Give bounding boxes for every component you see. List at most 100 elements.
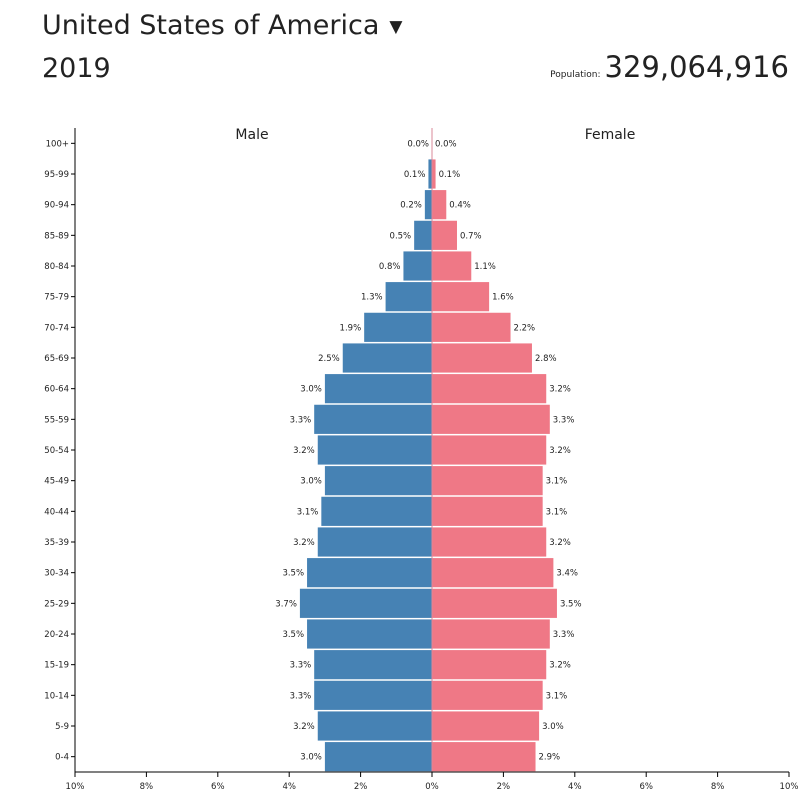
population-value: 329,064,916 <box>604 50 790 84</box>
female-value-label: 3.0% <box>542 722 564 732</box>
male-bar <box>324 374 432 404</box>
male-bar <box>321 496 432 526</box>
age-group-label: 85-89 <box>44 231 69 241</box>
female-bar <box>432 251 472 281</box>
male-bar <box>307 619 432 649</box>
male-bar <box>299 588 432 618</box>
male-bar <box>424 190 432 220</box>
age-group-label: 70-74 <box>44 323 69 333</box>
female-value-label: 3.1% <box>546 691 568 701</box>
male-bar <box>314 680 432 710</box>
x-tick-label: 10% <box>780 782 799 792</box>
female-bar <box>432 312 511 342</box>
male-bar <box>314 650 432 680</box>
age-group-label: 50-54 <box>44 446 69 456</box>
female-value-label: 3.2% <box>549 661 571 671</box>
year-label: 2019 <box>42 53 111 84</box>
male-bar <box>364 312 432 342</box>
age-group-label: 55-59 <box>44 415 69 425</box>
male-value-label: 0.8% <box>379 262 401 272</box>
female-bar <box>432 527 547 557</box>
age-group-label: 40-44 <box>44 507 69 517</box>
female-bar <box>432 742 536 772</box>
female-value-label: 3.3% <box>553 415 575 425</box>
female-bar <box>432 190 447 220</box>
age-group-label: 75-79 <box>44 293 69 303</box>
age-group-label: 90-94 <box>44 201 69 211</box>
male-bar <box>307 558 432 588</box>
male-bar <box>324 466 432 496</box>
female-bar <box>432 711 540 741</box>
male-value-label: 3.2% <box>293 446 315 456</box>
female-value-label: 1.6% <box>492 293 514 303</box>
male-value-label: 2.5% <box>318 354 340 364</box>
male-value-label: 3.2% <box>293 538 315 548</box>
age-group-label: 100+ <box>46 139 69 149</box>
male-bar <box>317 527 432 557</box>
female-value-label: 0.1% <box>439 170 461 180</box>
male-bar <box>342 343 432 373</box>
female-bar <box>432 282 490 312</box>
male-value-label: 0.2% <box>400 201 422 211</box>
age-group-label: 10-14 <box>44 691 69 701</box>
female-value-label: 2.9% <box>539 753 561 763</box>
male-value-label: 1.3% <box>361 293 383 303</box>
male-value-label: 0.5% <box>390 231 412 241</box>
female-value-label: 3.5% <box>560 599 582 609</box>
x-tick-label: 8% <box>140 782 154 792</box>
male-value-label: 3.2% <box>293 722 315 732</box>
female-bar <box>432 588 557 618</box>
female-bar <box>432 558 554 588</box>
x-tick-label: 2% <box>497 782 511 792</box>
female-value-label: 1.1% <box>474 262 496 272</box>
male-value-label: 3.0% <box>300 477 322 487</box>
age-group-label: 15-19 <box>44 661 69 671</box>
female-value-label: 3.1% <box>546 507 568 517</box>
x-tick-label: 8% <box>711 782 725 792</box>
population-display: Population: 329,064,916 <box>550 50 789 84</box>
male-value-label: 1.9% <box>340 323 362 333</box>
age-group-label: 65-69 <box>44 354 69 364</box>
age-group-label: 60-64 <box>44 385 69 395</box>
female-value-label: 3.2% <box>549 446 571 456</box>
male-value-label: 0.1% <box>404 170 426 180</box>
x-tick-label: 4% <box>568 782 582 792</box>
legend-female: Female <box>585 127 636 143</box>
female-value-label: 0.7% <box>460 231 482 241</box>
male-value-label: 3.0% <box>300 385 322 395</box>
age-group-label: 20-24 <box>44 630 69 640</box>
male-bar <box>414 220 432 250</box>
female-bar <box>432 496 543 526</box>
female-value-label: 2.2% <box>514 323 536 333</box>
male-value-label: 3.0% <box>300 753 322 763</box>
male-value-label: 3.3% <box>290 661 312 671</box>
caret-down-icon[interactable]: ▼ <box>389 17 403 37</box>
x-tick-label: 6% <box>211 782 225 792</box>
male-bar <box>403 251 432 281</box>
country-selector[interactable]: United States of America ▼ <box>42 10 402 41</box>
x-tick-label: 10% <box>66 782 85 792</box>
population-label: Population: <box>550 70 601 80</box>
age-group-label: 5-9 <box>55 722 69 732</box>
x-tick-label: 2% <box>354 782 368 792</box>
female-value-label: 0.0% <box>435 139 457 149</box>
male-value-label: 3.5% <box>282 569 304 579</box>
female-value-label: 2.8% <box>535 354 557 364</box>
age-group-label: 35-39 <box>44 538 69 548</box>
male-value-label: 3.1% <box>297 507 319 517</box>
female-bar <box>432 343 532 373</box>
male-bar <box>314 404 432 434</box>
legend-male: Male <box>235 127 268 143</box>
female-bar <box>432 435 547 465</box>
male-value-label: 3.7% <box>275 599 297 609</box>
age-group-label: 95-99 <box>44 170 69 180</box>
male-bar <box>428 159 432 189</box>
age-group-label: 25-29 <box>44 599 69 609</box>
age-group-label: 80-84 <box>44 262 69 272</box>
x-tick-label: 4% <box>282 782 296 792</box>
female-bar <box>432 404 550 434</box>
x-tick-label: 0% <box>425 782 439 792</box>
male-value-label: 3.3% <box>290 415 312 425</box>
female-bar <box>432 680 543 710</box>
